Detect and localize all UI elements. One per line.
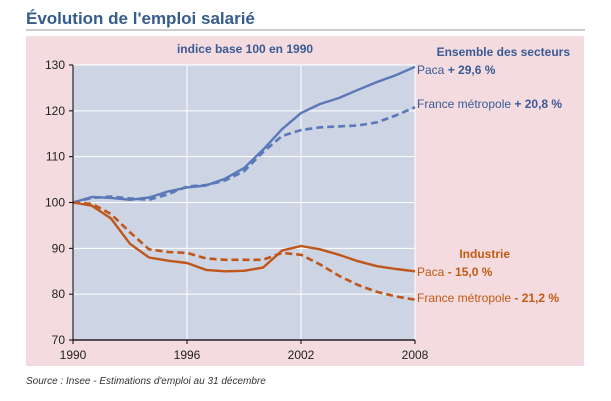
series-label: Paca + 29,6 % [417, 63, 496, 77]
series-label-name: Paca [417, 63, 448, 77]
y-tick-label: 120 [45, 104, 65, 118]
series-layer [72, 65, 416, 301]
series-label-value: - 15,0 % [448, 265, 493, 279]
x-tick-label: 1996 [174, 348, 201, 362]
legend-group-title: Industrie [459, 247, 510, 261]
y-tick-label: 80 [52, 287, 66, 301]
series-label-value: + 29,6 % [448, 63, 496, 77]
series-label-value: + 20,8 % [514, 97, 562, 111]
series-line-industrie-france [72, 201, 416, 301]
legend: Ensemble des secteurs Paca + 29,6 % France… [417, 45, 570, 305]
series-label-value: - 21,2 % [514, 291, 559, 305]
series-line-industrie-paca [72, 201, 416, 273]
legend-group-title: Ensemble des secteurs [437, 45, 571, 59]
x-tick-label: 1990 [60, 348, 87, 362]
x-tick-label: 2008 [402, 348, 429, 362]
y-tick-label: 70 [52, 333, 66, 347]
chart-title: Évolution de l'emploi salarié [26, 9, 255, 28]
series-label-name: Paca [417, 265, 448, 279]
grid [73, 64, 416, 340]
y-tick-label: 130 [45, 58, 65, 72]
series-label: France métropole + 20,8 % [417, 97, 562, 111]
y-tick-label: 90 [52, 241, 66, 255]
y-tick-label: 110 [46, 150, 65, 164]
source-note: Source : Insee - Estimations d'emploi au… [26, 376, 266, 387]
series-label: Paca - 15,0 % [417, 265, 493, 279]
series-label-name: France métropole [417, 97, 514, 111]
series-label-name: France métropole [417, 291, 514, 305]
series-line-ensemble-paca [72, 65, 416, 204]
tick-layer: 70 80 90 100 110 120 130 1990 1996 2002 2008 [45, 58, 429, 362]
series-line-ensemble-france [72, 106, 416, 204]
series-label: France métropole - 21,2 % [417, 291, 559, 305]
y-tick-label: 100 [45, 196, 65, 210]
x-tick-label: 2002 [288, 348, 315, 362]
chart-subtitle: indice base 100 en 1990 [177, 42, 313, 56]
